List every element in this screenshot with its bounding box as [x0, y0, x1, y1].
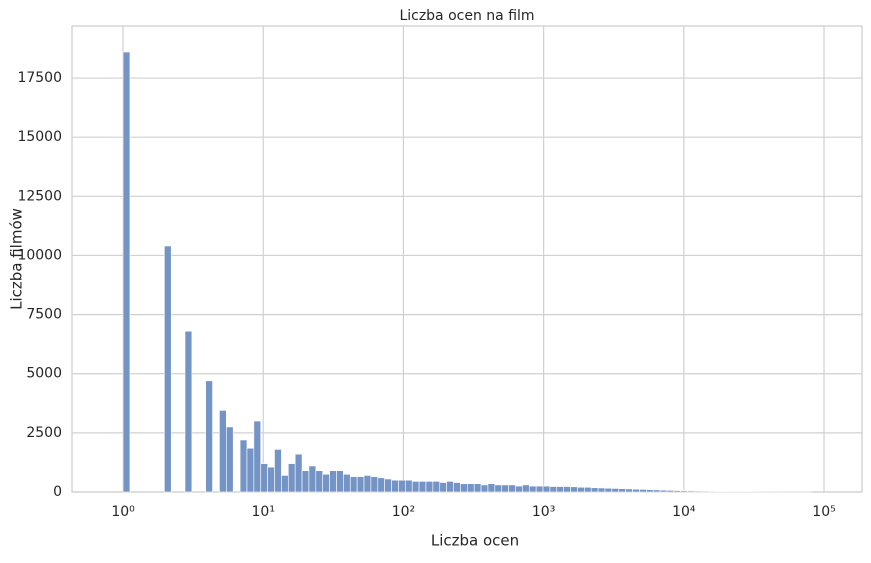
bar	[488, 484, 495, 492]
bar	[584, 487, 591, 492]
bar	[336, 471, 343, 492]
bar	[509, 485, 516, 492]
x-tick-label: 10⁵	[812, 504, 835, 520]
bar	[330, 471, 337, 492]
bar	[522, 485, 529, 492]
bar	[254, 421, 261, 492]
bar	[268, 467, 275, 492]
bar	[123, 52, 130, 492]
bar	[405, 480, 412, 492]
bar	[598, 488, 605, 492]
bar	[536, 486, 543, 492]
bar	[309, 466, 316, 492]
bar	[426, 481, 433, 492]
x-tick-label: 10⁴	[672, 504, 696, 520]
bar	[364, 475, 371, 492]
bar	[460, 484, 467, 492]
bar	[653, 490, 660, 492]
y-tick-label: 7500	[26, 307, 62, 323]
bar	[564, 487, 571, 492]
bar	[274, 449, 281, 492]
bar	[288, 464, 295, 492]
bar	[412, 481, 419, 492]
bar	[708, 491, 715, 492]
bar	[701, 491, 708, 492]
bar	[681, 491, 688, 492]
x-tick-label: 10²	[392, 504, 415, 520]
bar	[419, 481, 426, 492]
bar	[378, 478, 385, 492]
bar	[454, 483, 461, 492]
bar	[646, 490, 653, 492]
bar	[433, 481, 440, 492]
bar	[495, 485, 502, 492]
bar	[557, 487, 564, 492]
bar	[605, 488, 612, 492]
y-tick-label: 5000	[26, 366, 62, 382]
bar	[633, 489, 640, 492]
bar	[240, 440, 247, 492]
bar	[715, 491, 722, 492]
bar	[440, 483, 447, 492]
bar	[529, 486, 536, 492]
x-tick-label: 10¹	[252, 504, 275, 520]
bar	[357, 477, 364, 492]
bar	[447, 481, 454, 492]
bar	[474, 484, 481, 492]
bar	[619, 489, 626, 492]
y-tick-label: 12500	[17, 188, 62, 204]
bar	[660, 490, 667, 492]
y-tick-label: 0	[53, 484, 62, 500]
bar	[343, 474, 350, 492]
bar	[226, 427, 233, 492]
bar	[612, 488, 619, 492]
y-tick-label: 17500	[17, 70, 62, 86]
bar	[302, 471, 309, 492]
bar	[247, 448, 254, 492]
bar	[688, 491, 695, 492]
bar	[550, 487, 557, 492]
bar	[695, 491, 702, 492]
x-tick-label: 10³	[532, 504, 555, 520]
bar	[467, 484, 474, 492]
bar	[295, 454, 302, 492]
y-tick-label: 15000	[17, 129, 62, 145]
bar	[591, 488, 598, 492]
bar	[674, 491, 681, 492]
bar	[667, 490, 674, 492]
bar	[626, 489, 633, 492]
bar	[164, 246, 171, 492]
bar	[206, 381, 213, 492]
bar	[481, 485, 488, 492]
bar	[316, 471, 323, 492]
bar	[577, 487, 584, 492]
bar	[185, 331, 192, 492]
x-axis-label: Liczba ocen	[431, 532, 519, 550]
bar	[392, 480, 399, 492]
bar	[502, 485, 509, 492]
bar	[543, 486, 550, 492]
bar	[281, 475, 288, 492]
chart-title: Liczba ocen na film	[399, 8, 534, 24]
bar	[323, 474, 330, 492]
bar	[571, 487, 578, 492]
y-tick-label: 2500	[26, 425, 62, 441]
bar	[516, 486, 523, 492]
bar	[385, 479, 392, 492]
x-tick-label: 10⁰	[111, 504, 135, 520]
bar	[219, 410, 226, 492]
bar	[371, 477, 378, 492]
bar	[261, 464, 268, 492]
y-tick-label: 10000	[17, 247, 62, 263]
bar	[639, 489, 646, 492]
bar	[350, 477, 357, 492]
bar	[398, 480, 405, 492]
